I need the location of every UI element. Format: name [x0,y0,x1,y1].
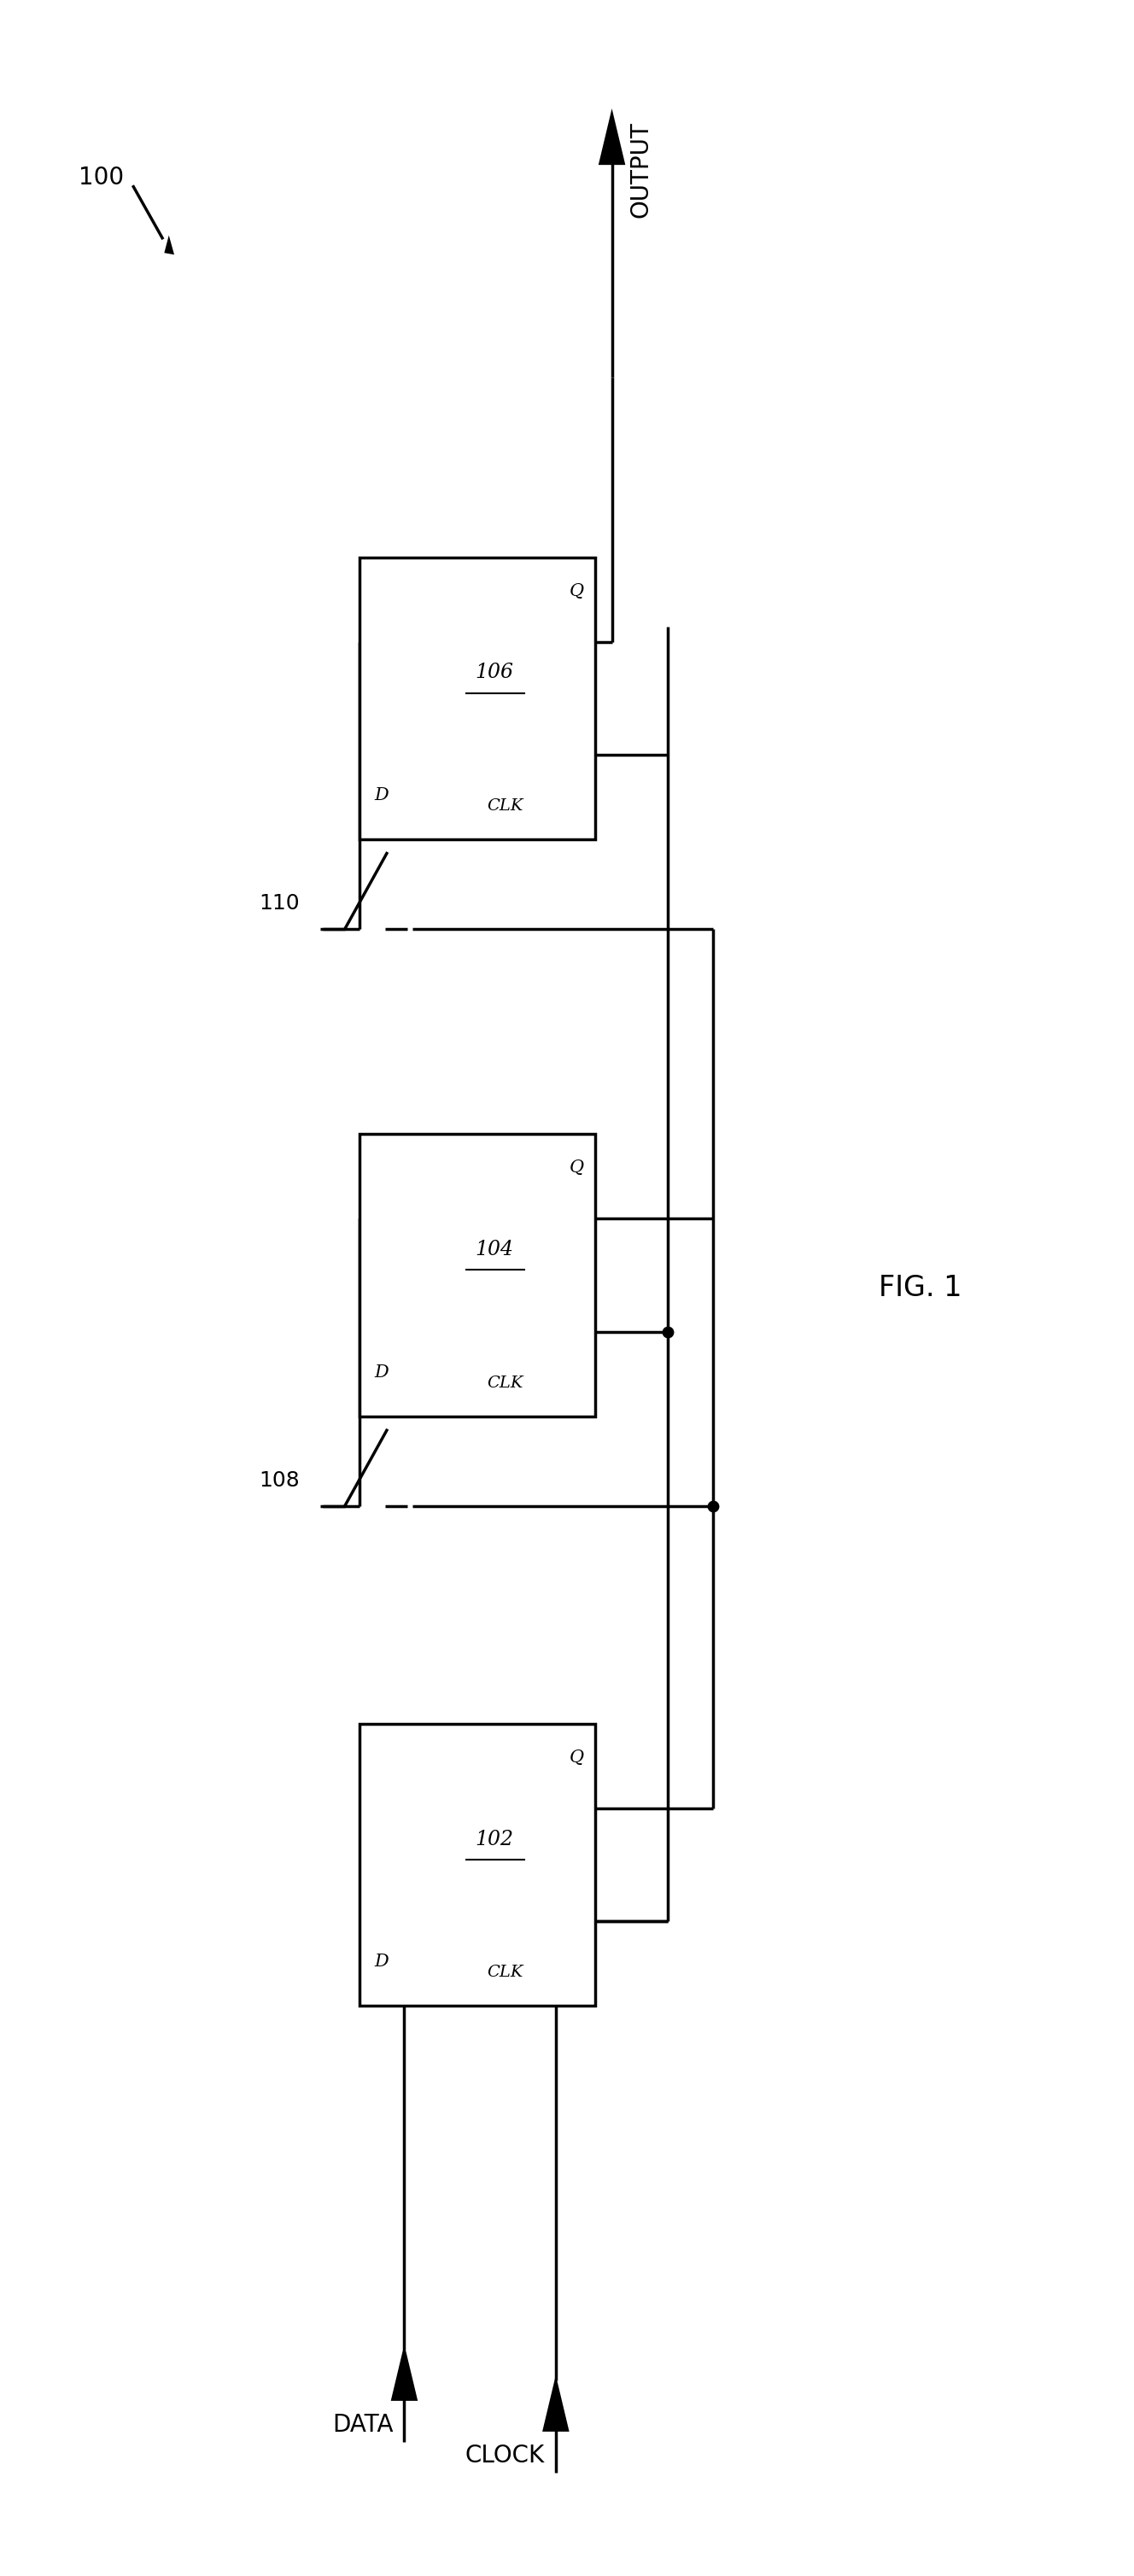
Text: D: D [374,788,388,804]
Text: 110: 110 [260,894,299,914]
Text: D: D [374,1365,388,1381]
Text: CLK: CLK [488,1965,524,1981]
Text: FIG. 1: FIG. 1 [879,1275,962,1301]
Text: CLK: CLK [488,799,524,814]
Text: OUTPUT: OUTPUT [628,121,653,216]
Polygon shape [391,2344,417,2401]
Text: DATA: DATA [332,2414,393,2437]
Text: 104: 104 [475,1239,514,1260]
Bar [359,556,595,840]
Polygon shape [542,2375,569,2432]
Text: 108: 108 [260,1471,299,1492]
Text: 102: 102 [475,1829,514,1850]
Bar [359,1723,595,2007]
Text: Q: Q [569,1749,584,1765]
Text: CLOCK: CLOCK [465,2445,544,2468]
Text: 106: 106 [475,662,514,683]
Polygon shape [599,108,625,165]
Text: Q: Q [569,1159,584,1177]
Text: CLK: CLK [488,1376,524,1391]
Text: D: D [374,1953,388,1971]
Text: Q: Q [569,582,584,600]
Text: 100: 100 [78,165,124,191]
Bar [359,1133,595,1417]
Polygon shape [164,234,175,255]
